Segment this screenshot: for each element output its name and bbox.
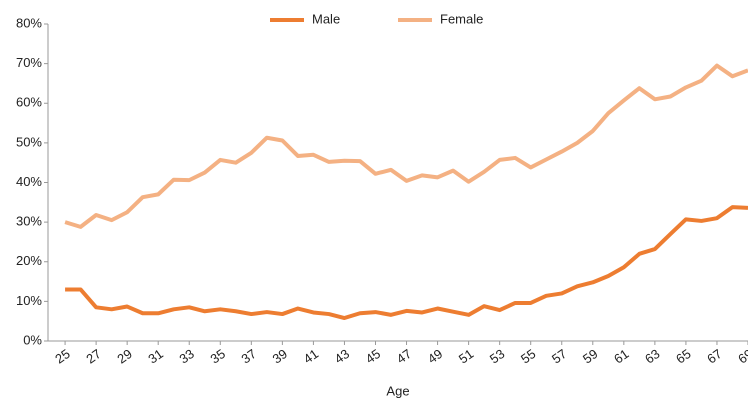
x-tick-label: 67 — [704, 346, 724, 367]
series-line — [64, 63, 748, 229]
y-tick-label: 70% — [16, 55, 42, 70]
x-tick-label: 61 — [611, 346, 631, 367]
x-tick-label: 31 — [145, 346, 165, 367]
x-tick-label: 43 — [332, 346, 352, 367]
y-tick-label: 50% — [16, 134, 42, 149]
y-tick-label: 60% — [16, 95, 42, 110]
x-tick-label: 41 — [301, 346, 321, 367]
x-tick-label: 69 — [735, 346, 748, 367]
x-tick-label: 59 — [580, 346, 600, 367]
y-tick-label: 0% — [23, 332, 42, 347]
x-tick-label: 29 — [114, 346, 134, 367]
x-axis-label: Age — [386, 383, 409, 398]
legend-label: Male — [312, 11, 340, 26]
x-tick-label: 35 — [208, 346, 228, 367]
x-tick-label: 55 — [518, 346, 538, 367]
legend-label: Female — [440, 11, 483, 26]
x-tick-label: 45 — [363, 346, 383, 367]
x-tick-label: 57 — [549, 346, 569, 367]
x-tick-label: 53 — [487, 346, 507, 367]
y-tick-label: 10% — [16, 293, 42, 308]
x-tick-label: 39 — [270, 346, 290, 367]
y-tick-label: 80% — [16, 15, 42, 30]
x-tick-label: 27 — [83, 346, 103, 367]
x-tick-label: 25 — [52, 346, 72, 367]
y-tick-label: 40% — [16, 174, 42, 189]
x-tick-label: 37 — [239, 346, 259, 367]
x-tick-label: 51 — [456, 346, 476, 367]
x-tick-label: 63 — [642, 346, 662, 367]
x-tick-label: 49 — [425, 346, 445, 367]
x-tick-label: 33 — [176, 346, 196, 367]
y-tick-label: 20% — [16, 253, 42, 268]
x-tick-label: 47 — [394, 346, 414, 367]
y-tick-label: 30% — [16, 214, 42, 229]
x-tick-label: 65 — [673, 346, 693, 367]
series-line — [65, 205, 748, 321]
